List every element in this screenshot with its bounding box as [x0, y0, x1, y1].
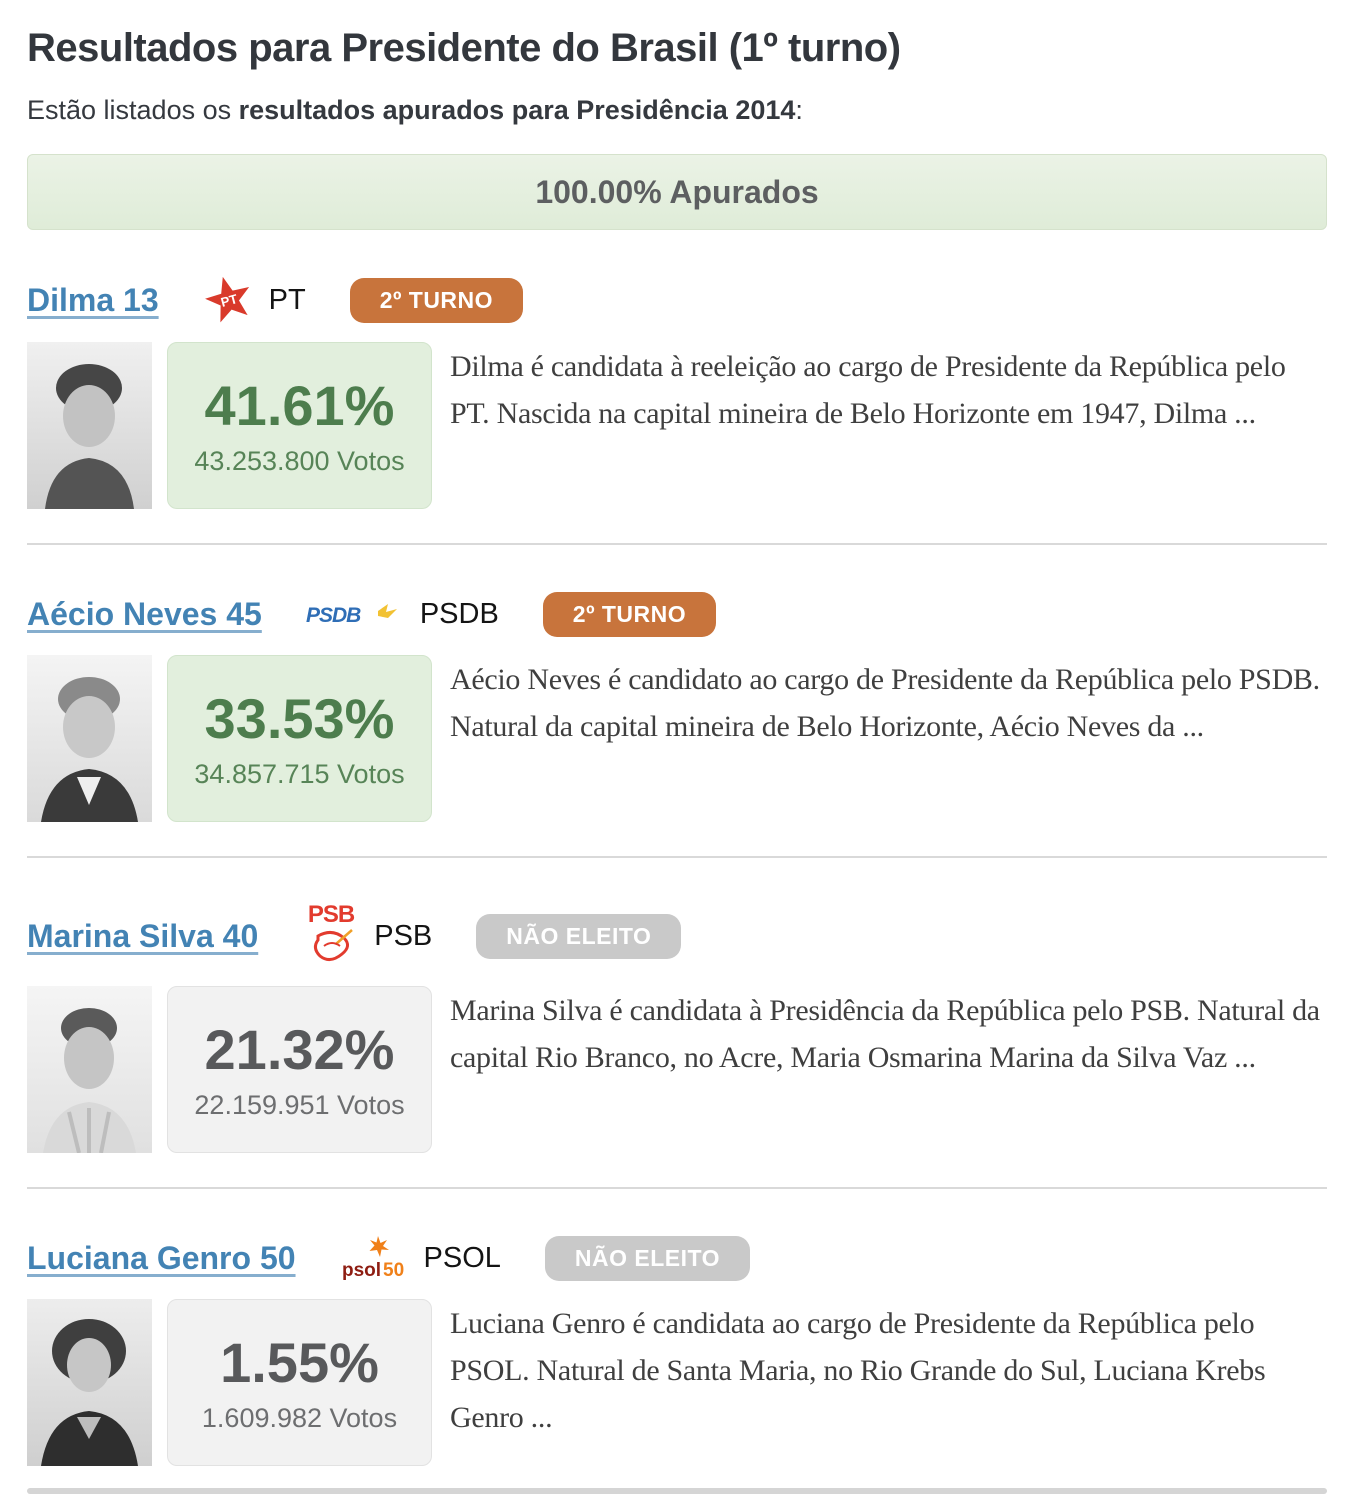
- candidate-photo: [27, 986, 152, 1154]
- candidate-body: 41.61% 43.253.800 Votos Dilma é candidat…: [27, 342, 1327, 510]
- svg-text:PSDB: PSDB: [306, 604, 361, 627]
- results-page: Resultados para Presidente do Brasil (1º…: [0, 24, 1352, 1494]
- vote-count: 1.609.982 Votos: [201, 1403, 398, 1434]
- apuracao-progress-label: 100.00% Apurados: [535, 173, 819, 210]
- page-title: Resultados para Presidente do Brasil (1º…: [27, 26, 901, 70]
- subtitle-bold: resultados apurados para Presidência 201…: [238, 95, 796, 125]
- candidate-card-marina: Marina Silva 40 PSB PSB NÃO ELEITO: [27, 900, 1327, 1190]
- candidate-photo: [27, 655, 152, 823]
- status-badge: 2º TURNO: [542, 591, 717, 637]
- status-badge: 2º TURNO: [349, 277, 524, 323]
- vote-stats-box: 41.61% 43.253.800 Votos: [167, 342, 432, 510]
- candidate-name-link[interactable]: Luciana Genro 50: [27, 1239, 296, 1276]
- candidate-name-link[interactable]: Aécio Neves 45: [27, 595, 262, 632]
- candidate-header: Aécio Neves 45 PSDB PSDB 2º TURNO: [27, 587, 1327, 641]
- vote-percentage: 21.32%: [204, 1017, 395, 1081]
- candidate-header: Luciana Genro 50 psol 50 PSOL NÃO ELEITO: [27, 1231, 1327, 1285]
- vote-percentage: 41.61%: [204, 373, 395, 437]
- candidate-header: Dilma 13 PT PT 2º TURNO: [27, 272, 1327, 328]
- candidate-body: 1.55% 1.609.982 Votos Luciana Genro é ca…: [27, 1299, 1327, 1467]
- candidate-body: 33.53% 34.857.715 Votos Aécio Neves é ca…: [27, 655, 1327, 823]
- candidate-name-link[interactable]: Marina Silva 40: [27, 917, 259, 954]
- party-abbreviation: PT: [268, 283, 306, 316]
- party-abbreviation: PSB: [374, 919, 433, 952]
- candidate-photo: [27, 1299, 152, 1467]
- vote-stats-box: 1.55% 1.609.982 Votos: [167, 1299, 432, 1467]
- psol-sun-icon: psol 50: [340, 1234, 410, 1282]
- candidate-photo: [27, 342, 152, 510]
- pt-star-icon: PT: [203, 272, 255, 328]
- page-subtitle: Estão listados os resultados apurados pa…: [27, 92, 1327, 128]
- svg-text:PSB: PSB: [308, 901, 355, 928]
- candidate-description: Marina Silva é candidata à Presidência d…: [450, 994, 1320, 1075]
- candidate-card-luciana: Luciana Genro 50 psol 50 PSOL NÃO ELEITO: [27, 1231, 1327, 1467]
- subtitle-prefix: Estão listados os: [27, 95, 239, 125]
- svg-text:psol: psol: [342, 1260, 381, 1281]
- apuracao-progress-banner: 100.00% Apurados: [27, 154, 1327, 231]
- subtitle-suffix: :: [795, 95, 803, 125]
- svg-text:50: 50: [383, 1260, 404, 1281]
- vote-stats-box: 33.53% 34.857.715 Votos: [167, 655, 432, 823]
- results-divider-bar: [27, 1488, 1327, 1494]
- vote-count: 34.857.715 Votos: [194, 759, 405, 790]
- candidate-card-dilma: Dilma 13 PT PT 2º TURNO: [27, 272, 1327, 546]
- candidate-body: 21.32% 22.159.951 Votos Marina Silva é c…: [27, 986, 1327, 1154]
- psdb-bird-icon: PSDB: [306, 599, 406, 629]
- vote-count: 22.159.951 Votos: [194, 1090, 405, 1121]
- candidate-header: Marina Silva 40 PSB PSB NÃO ELEITO: [27, 900, 1327, 972]
- candidate-description: Aécio Neves é candidato ao cargo de Pres…: [450, 663, 1320, 744]
- vote-stats-box: 21.32% 22.159.951 Votos: [167, 986, 432, 1154]
- party-abbreviation: PSOL: [423, 1241, 501, 1274]
- party-abbreviation: PSDB: [419, 597, 499, 630]
- vote-percentage: 33.53%: [204, 686, 395, 750]
- candidate-description: Luciana Genro é candidata ao cargo de Pr…: [450, 1307, 1266, 1435]
- candidate-description: Dilma é candidata à reeleição ao cargo d…: [450, 350, 1286, 431]
- candidate-name-link[interactable]: Dilma 13: [27, 281, 159, 318]
- status-badge: NÃO ELEITO: [544, 1235, 751, 1281]
- svg-text:PT: PT: [219, 292, 239, 311]
- vote-count: 43.253.800 Votos: [194, 446, 405, 477]
- candidate-card-aecio: Aécio Neves 45 PSDB PSDB 2º TURNO: [27, 587, 1327, 859]
- psb-dove-icon: PSB: [302, 900, 360, 972]
- status-badge: NÃO ELEITO: [476, 913, 682, 959]
- vote-percentage: 1.55%: [220, 1330, 379, 1394]
